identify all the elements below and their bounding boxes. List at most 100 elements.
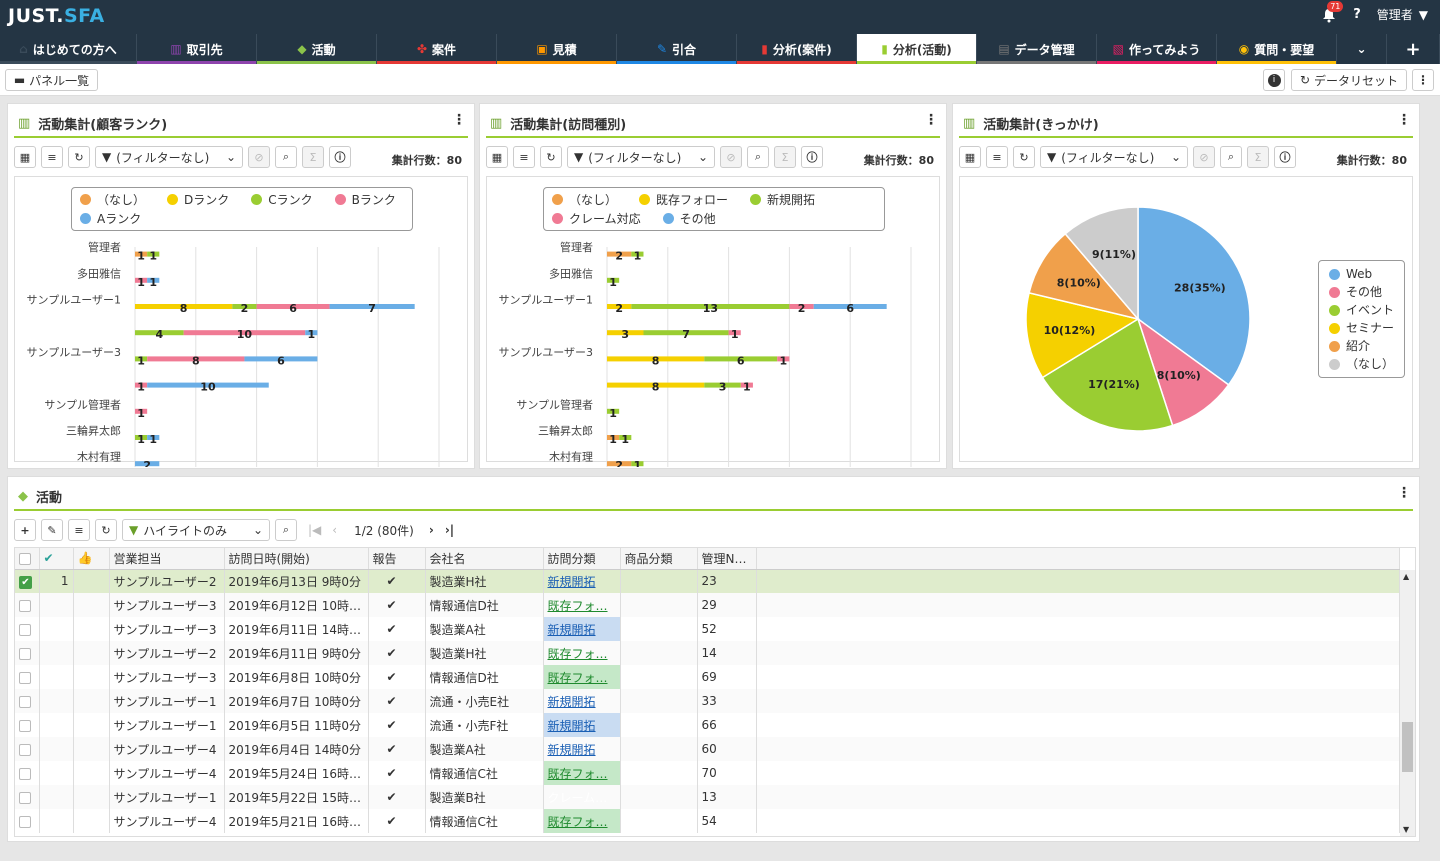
sales-rep-cell[interactable]: サンプルユーザー4 xyxy=(109,761,225,785)
product-type-cell[interactable] xyxy=(620,617,698,641)
menu-icon[interactable]: ≡ xyxy=(68,519,90,541)
bar-segment[interactable] xyxy=(135,304,233,309)
mgmt-no-cell[interactable]: 60 xyxy=(697,737,757,761)
product-type-cell[interactable] xyxy=(620,737,698,761)
visit-type-cell[interactable]: 既存フォ… xyxy=(543,809,621,833)
table-icon[interactable]: ▦ xyxy=(14,146,36,168)
company-cell[interactable]: 製造業H社 xyxy=(425,641,544,665)
tab-10[interactable]: ◉ 質問・要望 xyxy=(1217,34,1337,64)
vertical-scrollbar[interactable]: ▲ ▼ xyxy=(1400,570,1415,836)
sales-rep-cell[interactable]: サンプルユーザー1 xyxy=(109,689,225,713)
legend-item[interactable]: （なし） xyxy=(80,191,145,208)
menu-icon[interactable]: ≡ xyxy=(41,146,63,168)
visit-type-cell[interactable]: 新規開拓 xyxy=(543,617,621,641)
visit-type-cell[interactable]: 既存フォ… xyxy=(543,761,621,785)
bar-segment[interactable] xyxy=(704,382,741,388)
checkbox-cell[interactable]: ✔ xyxy=(15,569,40,593)
company-cell[interactable]: 製造業A社 xyxy=(425,617,544,641)
search-icon[interactable]: ⌕ xyxy=(275,146,297,168)
table-row[interactable]: サンプルユーザー2 2019年6月11日 9時0分 ✔ 製造業H社 既存フォ… … xyxy=(15,641,1400,665)
table-row[interactable]: サンプルユーザー4 2019年5月24日 16時… ✔ 情報通信C社 既存フォ…… xyxy=(15,761,1400,785)
checkbox-cell[interactable] xyxy=(15,761,40,785)
mgmt-no-cell[interactable]: 14 xyxy=(697,641,757,665)
checkbox-cell[interactable] xyxy=(15,593,40,617)
bar-segment[interactable] xyxy=(619,435,632,440)
bar-segment[interactable] xyxy=(147,435,160,440)
help-icon[interactable]: ? xyxy=(1353,7,1361,22)
menu-icon[interactable]: ≡ xyxy=(513,146,535,168)
bar-segment[interactable] xyxy=(147,251,160,257)
select-all-checkbox[interactable] xyxy=(19,552,31,565)
visit-date-cell[interactable]: 2019年5月24日 16時… xyxy=(224,761,369,785)
product-type-cell[interactable] xyxy=(620,785,698,809)
bar-segment[interactable] xyxy=(607,304,632,309)
legend-item[interactable]: （なし） xyxy=(552,191,617,208)
bar-segment[interactable] xyxy=(643,330,729,336)
company-cell[interactable]: 製造業B社 xyxy=(425,785,544,809)
sales-rep-cell[interactable]: サンプルユーザー3 xyxy=(109,593,225,617)
sales-rep-cell[interactable]: サンプルユーザー3 xyxy=(109,665,225,689)
bar-segment[interactable] xyxy=(607,382,705,388)
bar-segment[interactable] xyxy=(740,382,753,388)
refresh-icon[interactable]: ↻ xyxy=(95,519,117,541)
bar-segment[interactable] xyxy=(135,435,148,440)
tab-3[interactable]: ✤ 案件 xyxy=(377,34,497,64)
column-header[interactable]: 管理N… xyxy=(697,548,757,570)
legend-item[interactable]: イベント xyxy=(1329,301,1394,319)
column-header[interactable]: ✔ xyxy=(39,548,74,570)
bar-segment[interactable] xyxy=(232,304,257,309)
sales-rep-cell[interactable]: サンプルユーザー4 xyxy=(109,809,225,833)
scroll-thumb[interactable] xyxy=(1402,722,1413,772)
legend-item[interactable]: 新規開拓 xyxy=(750,191,815,208)
mgmt-no-cell[interactable]: 13 xyxy=(697,785,757,809)
sigma-icon[interactable]: Σ xyxy=(1247,146,1269,168)
bar-segment[interactable] xyxy=(147,382,269,388)
legend-item[interactable]: セミナー xyxy=(1329,319,1394,337)
data-reset-button[interactable]: ↻ データリセット xyxy=(1291,69,1407,91)
filter-select[interactable]: ▼ (フィルターなし) ⌄ xyxy=(95,146,243,168)
bar-segment[interactable] xyxy=(631,251,644,257)
row-checkbox[interactable] xyxy=(19,623,31,636)
row-checkbox[interactable] xyxy=(19,791,31,804)
menu-icon[interactable]: ≡ xyxy=(986,146,1008,168)
visit-type-cell[interactable]: クレーム… xyxy=(543,785,621,809)
visit-type-cell[interactable]: 既存フォ… xyxy=(543,593,621,617)
company-cell[interactable]: 製造業A社 xyxy=(425,737,544,761)
bar-segment[interactable] xyxy=(607,277,620,283)
bar-segment[interactable] xyxy=(135,382,148,388)
checkbox-cell[interactable] xyxy=(15,641,40,665)
add-icon[interactable]: + xyxy=(14,519,36,541)
column-header[interactable]: 営業担当 xyxy=(109,548,225,570)
sales-rep-cell[interactable]: サンプルユーザー2 xyxy=(109,569,225,593)
sales-rep-cell[interactable]: サンプルユーザー1 xyxy=(109,713,225,737)
column-header[interactable]: 訪問日時(開始) xyxy=(224,548,369,570)
bar-segment[interactable] xyxy=(631,461,644,467)
mgmt-no-cell[interactable]: 70 xyxy=(697,761,757,785)
info-icon[interactable]: ⓘ xyxy=(1274,146,1296,168)
pie-slice[interactable] xyxy=(1025,291,1140,379)
sigma-icon[interactable]: Σ xyxy=(302,146,324,168)
pie-slice[interactable] xyxy=(1137,206,1251,386)
row-checkbox[interactable] xyxy=(19,671,31,684)
legend-item[interactable]: その他 xyxy=(662,210,716,227)
visit-date-cell[interactable]: 2019年5月22日 15時… xyxy=(224,785,369,809)
bar-segment[interactable] xyxy=(305,330,318,336)
tab-1[interactable]: ▥ 取引先 xyxy=(137,34,257,64)
company-cell[interactable]: 製造業H社 xyxy=(425,569,544,593)
bar-segment[interactable] xyxy=(607,461,632,467)
row-checkbox[interactable] xyxy=(19,647,31,660)
company-cell[interactable]: 流通・小売F社 xyxy=(425,713,544,737)
scroll-down-icon[interactable]: ▼ xyxy=(1403,825,1410,834)
user-menu[interactable]: 管理者 ▼ xyxy=(1376,7,1428,23)
row-checkbox[interactable] xyxy=(19,815,31,828)
product-type-cell[interactable] xyxy=(620,761,698,785)
row-checkbox[interactable] xyxy=(19,599,31,612)
mgmt-no-cell[interactable]: 29 xyxy=(697,593,757,617)
table-row[interactable]: サンプルユーザー1 2019年5月22日 15時… ✔ 製造業B社 クレーム… … xyxy=(15,785,1400,809)
legend-item[interactable]: Aランク xyxy=(80,210,141,227)
clear-filter-icon[interactable]: ⊘ xyxy=(248,146,270,168)
product-type-cell[interactable] xyxy=(620,641,698,665)
checkbox-cell[interactable] xyxy=(15,785,40,809)
column-header[interactable]: 商品分類 xyxy=(620,548,698,570)
bar-segment[interactable] xyxy=(135,408,148,414)
